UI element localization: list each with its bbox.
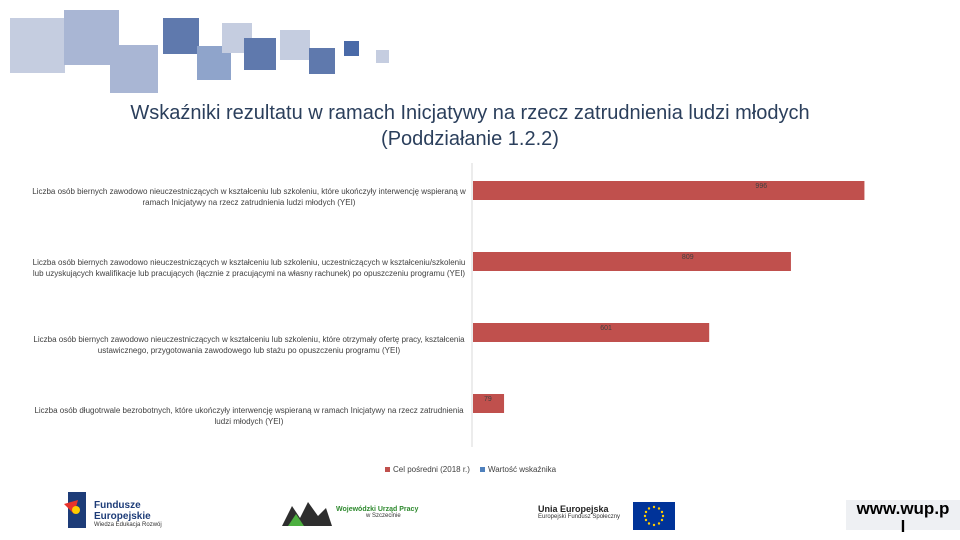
decorative-square xyxy=(110,45,158,93)
category-label: Liczba osób biernych zawodowo nieuczestn… xyxy=(33,335,465,355)
fe-emblem-icon xyxy=(64,492,86,528)
bar xyxy=(473,181,865,200)
eu-flag-icon xyxy=(633,502,675,530)
legend-label: Cel pośredni (2018 r.) xyxy=(393,465,470,474)
fundusze-europejskie-logo: Fundusze Europejskie Wiedza Edukacja Roz… xyxy=(64,492,162,533)
wup-line2: w Szczecinie xyxy=(366,513,401,519)
decorative-square xyxy=(376,50,389,63)
legend-swatch xyxy=(479,467,485,472)
category-label: Liczba osób biernych zawodowo nieuczestn… xyxy=(32,258,466,278)
bar xyxy=(473,252,791,271)
ue-line1: Unia Europejska xyxy=(538,504,609,514)
decorative-square xyxy=(244,38,276,70)
wup-line1: Wojewódzki Urząd Pracy xyxy=(336,506,419,513)
wup-emblem-icon xyxy=(282,502,332,526)
decorative-square xyxy=(309,48,335,74)
decorative-square xyxy=(10,18,65,73)
bar xyxy=(473,394,505,413)
category-label: Liczba osób biernych zawodowo nieuczestn… xyxy=(32,187,466,207)
wup-logo: Wojewódzki Urząd Pracy w Szczecinie xyxy=(282,500,418,531)
fe-line3: Wiedza Edukacja Rozwój xyxy=(94,522,162,528)
decorative-square xyxy=(64,10,119,65)
data-label: 809 xyxy=(682,254,694,261)
fe-line2: Europejskie xyxy=(94,511,151,522)
url-line1: www.wup.p xyxy=(856,499,950,518)
decorative-square xyxy=(344,41,359,56)
legend-item: Cel pośredni (2018 r.) xyxy=(385,465,470,474)
bar xyxy=(473,323,710,342)
legend-swatch xyxy=(385,467,390,472)
data-label: 601 xyxy=(600,325,612,332)
decorative-square xyxy=(163,18,199,54)
ue-line2: Europejski Fundusz Społeczny xyxy=(538,514,621,520)
category-label: Liczba osób długotrwale bezrobotnych, kt… xyxy=(34,406,464,426)
legend-item: Wartość wskaźnika xyxy=(479,465,557,474)
chart-title: Wskaźniki rezultatu w ramach Inicjatywy … xyxy=(130,102,810,150)
url-line2: l xyxy=(900,517,906,536)
decorative-square xyxy=(280,30,310,60)
data-label: 79 xyxy=(484,396,492,403)
data-label: 996 xyxy=(755,183,767,190)
fe-line1: Fundusze xyxy=(94,500,141,511)
legend-label: Wartość wskaźnika xyxy=(487,465,557,474)
chart-legend: Cel pośredni (2018 r.) Wartość wskaźnika xyxy=(385,465,556,474)
website-url[interactable]: www.wup.p l xyxy=(846,499,960,536)
